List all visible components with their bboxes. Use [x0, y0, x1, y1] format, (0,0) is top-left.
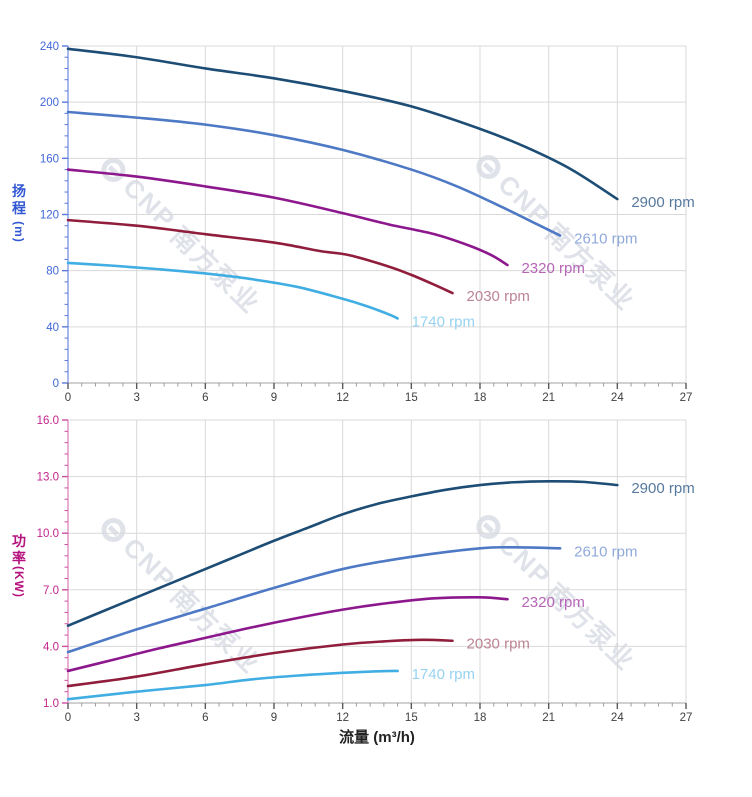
- y-tick-label: 7.0: [43, 585, 59, 597]
- curve-2900-rpm: [66, 479, 619, 627]
- curve-label-2030-rpm: 2030 rpm: [467, 288, 530, 305]
- x-tick-label: 21: [542, 712, 555, 724]
- x-tick-label: 9: [271, 712, 277, 724]
- x-tick-label: 0: [65, 392, 71, 404]
- curve-label-2320-rpm: 2320 rpm: [521, 594, 584, 611]
- power-axis-unit: (KW): [12, 566, 27, 598]
- y-tick-label: 16.0: [37, 415, 59, 427]
- x-tick-label: 3: [133, 712, 139, 724]
- y-tick-label: 120: [40, 210, 59, 222]
- curve-label-2610-rpm: 2610 rpm: [574, 231, 637, 248]
- x-tick-label: 24: [611, 712, 624, 724]
- x-tick-label: 9: [271, 392, 277, 404]
- y-tick-label: 4.0: [43, 641, 59, 653]
- curve-2900-rpm: [66, 47, 619, 201]
- y-tick-label: 80: [46, 266, 59, 278]
- y-tick-label: 1.0: [43, 698, 59, 710]
- x-tick-label: 15: [405, 712, 418, 724]
- curve-label-2320-rpm: 2320 rpm: [521, 260, 584, 277]
- curve-2610-rpm: [66, 110, 562, 237]
- curve-2030-rpm: [66, 638, 454, 688]
- curve-label-1740-rpm: 1740 rpm: [412, 666, 475, 683]
- curve-2320-rpm: [66, 168, 509, 267]
- head-axis-title-char: 扬: [12, 183, 26, 199]
- head-axis-title-char: 程: [12, 200, 26, 216]
- x-tick-label: 3: [133, 392, 139, 404]
- x-tick-label: 27: [680, 712, 693, 724]
- y-tick-label: 240: [40, 41, 59, 53]
- curve-2320-rpm: [66, 595, 509, 673]
- power-axis-title-char: 率: [12, 550, 26, 566]
- y-tick-label: 200: [40, 97, 59, 109]
- curve-label-1740-rpm: 1740 rpm: [412, 313, 475, 330]
- flow-axis-title: 流量 (m³/h): [339, 729, 415, 746]
- power-axis-title-char: 功: [12, 533, 26, 549]
- curve-label-2610-rpm: 2610 rpm: [574, 543, 637, 560]
- x-tick-label: 18: [474, 712, 487, 724]
- y-tick-label: 40: [46, 322, 59, 334]
- y-tick-label: 0: [53, 378, 59, 390]
- y-tick-label: 13.0: [37, 472, 59, 484]
- x-tick-label: 18: [474, 392, 487, 404]
- curve-1740-rpm: [66, 669, 399, 701]
- x-tick-label: 12: [336, 392, 349, 404]
- x-tick-label: 24: [611, 392, 624, 404]
- curve-label-2900-rpm: 2900 rpm: [631, 480, 694, 497]
- x-tick-label: 27: [680, 392, 693, 404]
- curve-label-2030-rpm: 2030 rpm: [467, 636, 530, 653]
- x-tick-label: 6: [202, 392, 208, 404]
- y-tick-label: 160: [40, 153, 59, 165]
- x-tick-label: 6: [202, 712, 208, 724]
- head-axis-unit: (m): [11, 221, 26, 243]
- curve-2030-rpm: [66, 218, 454, 295]
- curve-label-2900-rpm: 2900 rpm: [631, 194, 694, 211]
- x-tick-label: 21: [542, 392, 555, 404]
- curve-2610-rpm: [66, 545, 562, 654]
- x-tick-label: 15: [405, 392, 418, 404]
- x-tick-label: 12: [336, 712, 349, 724]
- y-tick-label: 10.0: [37, 528, 59, 540]
- power-axis-title: 功 率 (KW): [8, 533, 30, 598]
- head-axis-title: 扬 程 (m): [8, 183, 30, 243]
- curve-1740-rpm: [66, 261, 399, 320]
- x-tick-label: 0: [65, 712, 71, 724]
